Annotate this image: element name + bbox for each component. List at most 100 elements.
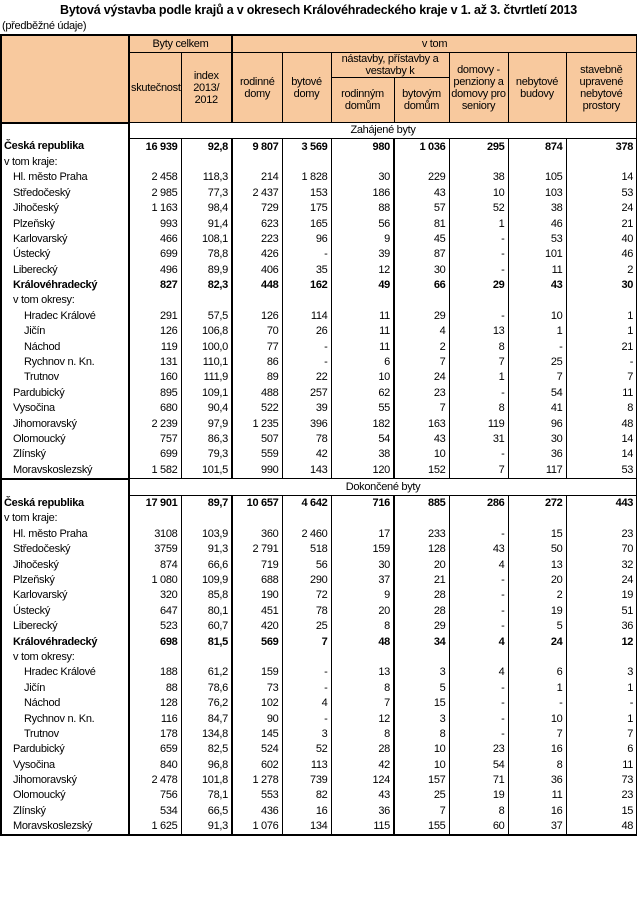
value-cell: 8 — [330, 680, 394, 696]
value-cell: 7 — [330, 695, 394, 712]
value-cell: 54 — [507, 385, 566, 402]
value-cell: 119 — [128, 339, 181, 355]
value-cell: 448 — [231, 277, 282, 294]
value-cell: 10 — [393, 742, 449, 758]
value-cell: 5 — [393, 680, 449, 696]
table-row: Olomoucký 757 86,3 507 78 54 43 31 30 14 — [1, 431, 637, 448]
value-cell: 162 — [281, 277, 331, 294]
value-cell: 396 — [281, 416, 331, 432]
table-row: Plzeňský 1 080 109,9 688 290 37 21-20 24 — [1, 572, 637, 589]
value-cell: 134,8 — [180, 726, 232, 743]
value-cell: 66 — [393, 277, 449, 294]
row-label: Ústecký — [13, 248, 51, 261]
value-cell: 2 478 — [128, 772, 181, 789]
value-cell: 109,1 — [180, 385, 232, 402]
value-cell — [565, 511, 637, 527]
value-cell: 128 — [393, 542, 449, 558]
value-cell: 12 — [330, 711, 394, 727]
value-cell: 66,6 — [180, 557, 232, 573]
table-row: Vysočina 680 90,4 522 39 55 7 8 41 8 — [1, 401, 637, 417]
value-cell: 19 — [565, 588, 637, 604]
value-cell: 39 — [330, 247, 394, 263]
table-row: Náchod 128 76,2 102 4 7 15- - - — [1, 695, 637, 712]
table-row: Trutnov 160 111,9 89 22 10 24 1 7 7 — [1, 370, 637, 386]
row-label: v tom kraje: — [4, 512, 58, 525]
value-cell: 106,8 — [180, 324, 232, 340]
value-cell — [128, 649, 181, 666]
value-cell — [448, 154, 508, 171]
value-cell: 103 — [507, 185, 566, 201]
value-cell: 24 — [565, 572, 637, 589]
value-cell: 79,3 — [180, 447, 232, 463]
row-label: Pardubický — [13, 743, 65, 756]
value-cell: 45 — [393, 231, 449, 248]
value-cell: 23 — [393, 385, 449, 402]
page-subtitle: (předběžné údaje) — [2, 20, 87, 32]
row-label: Trutnov — [24, 727, 59, 740]
value-cell: 31 — [448, 431, 508, 448]
value-cell: 43 — [448, 542, 508, 558]
value-cell: - — [448, 588, 508, 604]
value-cell: 53 — [565, 462, 637, 479]
value-cell: 4 — [448, 665, 508, 681]
value-cell: 165 — [281, 216, 331, 232]
table-row: Pardubický 895 109,1 488 257 62 23-54 11 — [1, 385, 637, 402]
value-cell: 1 — [448, 370, 508, 386]
value-cell: - — [507, 695, 566, 712]
value-cell: 756 — [128, 788, 181, 804]
value-cell: - — [448, 447, 508, 463]
row-label: Česká republika — [4, 140, 84, 153]
value-cell: 110,1 — [180, 354, 232, 371]
value-cell: 25 — [281, 619, 331, 635]
value-cell: 1 — [565, 324, 637, 340]
value-cell — [330, 649, 394, 666]
value-cell: 89,7 — [180, 495, 232, 512]
value-cell: 7 — [393, 354, 449, 371]
value-cell: 10 — [507, 308, 566, 325]
value-cell: 22 — [281, 370, 331, 386]
row-label: Rychnov n. Kn. — [24, 356, 95, 369]
value-cell: 159 — [231, 665, 282, 681]
value-cell: - — [448, 308, 508, 325]
value-cell: 13 — [448, 324, 508, 340]
value-cell: 118,3 — [180, 170, 232, 186]
value-cell: 30 — [330, 170, 394, 186]
value-cell: 7 — [281, 634, 331, 650]
row-label: Trutnov — [24, 371, 59, 384]
value-cell: 6 — [565, 742, 637, 758]
header-corner — [0, 34, 130, 123]
value-cell — [128, 293, 181, 309]
value-cell: 420 — [231, 619, 282, 635]
value-cell: 37 — [507, 819, 566, 836]
value-cell: 16 939 — [128, 138, 181, 155]
value-cell: 39 — [281, 401, 331, 417]
table-row: Rychnov n. Kn. 131 110,1 86-6 7 7 25- — [1, 354, 637, 371]
value-cell: 56 — [330, 216, 394, 232]
value-cell: 78 — [281, 431, 331, 448]
row-label: Česká republika — [4, 496, 84, 509]
value-cell: 6 — [330, 354, 394, 371]
table-row: Jihočeský 1 163 98,4 729 175 88 57 52 38 24 — [1, 200, 637, 217]
value-cell: 101 — [507, 247, 566, 263]
value-cell — [507, 293, 566, 309]
value-cell: 11 — [565, 757, 637, 773]
section-label-cell — [1, 121, 129, 139]
value-cell: 14 — [565, 431, 637, 448]
value-cell: 15 — [507, 526, 566, 543]
value-cell: 257 — [281, 385, 331, 402]
value-cell: 602 — [231, 757, 282, 773]
value-cell: 286 — [448, 495, 508, 512]
value-cell: 152 — [393, 462, 449, 479]
table-row: Hl. město Praha 3108 103,9 360 2 460 17 233-15… — [1, 526, 637, 543]
value-cell: 188 — [128, 665, 181, 681]
value-cell: 73 — [231, 680, 282, 696]
value-cell: 320 — [128, 588, 181, 604]
value-cell — [330, 154, 394, 171]
value-cell: 21 — [565, 339, 637, 355]
row-label: Hradec Králové — [24, 666, 96, 679]
value-cell: 13 — [330, 665, 394, 681]
value-cell: 96 — [281, 231, 331, 248]
value-cell: 84,7 — [180, 711, 232, 727]
value-cell: 7 — [507, 726, 566, 743]
table-row: v tom kraje: — [1, 511, 637, 527]
